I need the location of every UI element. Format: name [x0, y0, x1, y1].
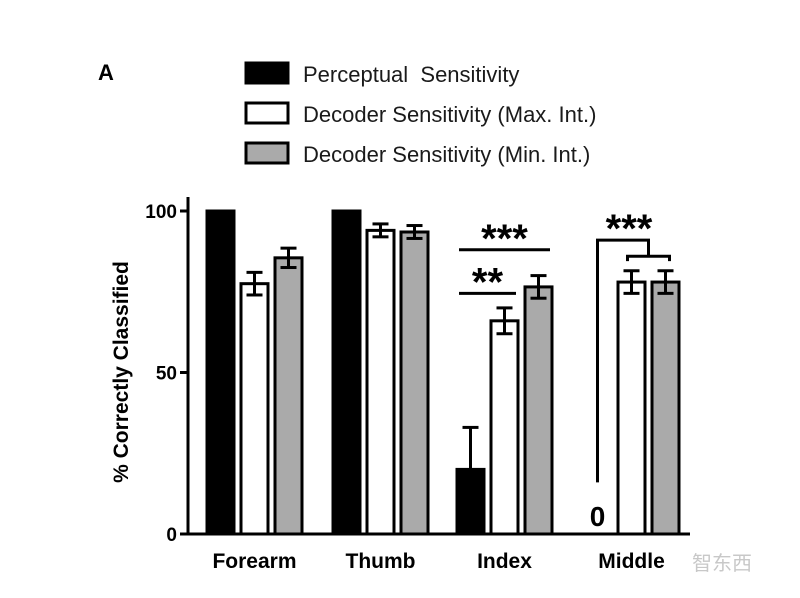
bar-thumb-perceptual [331, 209, 362, 536]
significance-index-0-label: *** [481, 217, 528, 261]
data-label-middle-perceptual: 0 [590, 501, 606, 532]
bar-forearm-decoder-max [239, 282, 270, 536]
bar-forearm-perceptual [205, 209, 236, 536]
legend-label-decoder-max: Decoder Sensitivity (Max. Int.) [303, 102, 596, 127]
x-category-label-middle: Middle [598, 550, 665, 573]
y-tick-label-50: 50 [156, 364, 177, 385]
y-tick-label-0: 0 [166, 525, 177, 546]
bar-middle-decoder-min [650, 280, 681, 536]
legend-label-decoder-min: Decoder Sensitivity (Min. Int.) [303, 142, 590, 167]
legend-label-perceptual: Perceptual Sensitivity [303, 62, 519, 87]
legend-swatch-perceptual [244, 61, 290, 85]
legend-swatch-decoder-min [244, 141, 290, 165]
watermark: 智东西 [692, 551, 752, 575]
legend: Perceptual Sensitivity Decoder Sensitivi… [244, 61, 596, 167]
bar-forearm-decoder-min [273, 256, 304, 536]
bar-index-decoder-min [523, 285, 554, 536]
significance-middle-2-label: *** [606, 207, 653, 251]
significance-index-1-label: ** [472, 260, 504, 304]
bar-thumb-decoder-max [365, 228, 396, 536]
bar-thumb-decoder-min [399, 230, 430, 536]
x-category-label-forearm: Forearm [212, 550, 296, 573]
legend-swatch-decoder-max [244, 101, 290, 125]
y-tick-label-100: 100 [145, 202, 177, 223]
panel-label: A [98, 60, 114, 85]
significance-middle-2-bracket [596, 238, 671, 483]
y-axis-label: % Correctly Classified [110, 261, 133, 483]
bar-index-decoder-max [489, 319, 520, 536]
bar-middle-decoder-max [616, 280, 647, 536]
bar-index-perceptual [455, 467, 486, 536]
x-category-label-index: Index [477, 550, 532, 573]
x-category-label-thumb: Thumb [346, 550, 416, 573]
